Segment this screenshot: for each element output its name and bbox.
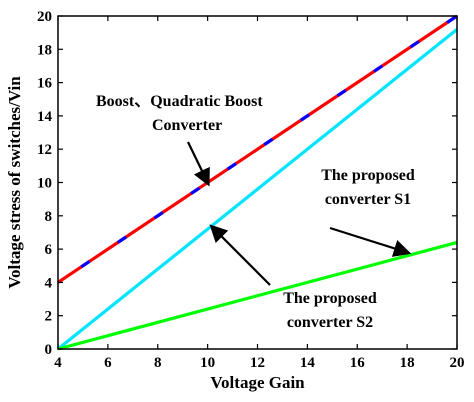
- annotation-3-line-2: converter S2: [287, 314, 373, 331]
- annotation-3-line-1: The proposed: [283, 290, 377, 307]
- annotation-1-line-1: Boost、Quadratic Boost: [96, 93, 263, 110]
- y-tick-label: 0: [45, 342, 53, 358]
- y-tick-label: 10: [37, 176, 52, 192]
- series-line-2: [56, 28, 459, 351]
- y-tick-label: 18: [37, 42, 52, 58]
- annotations-layer: Boost、Quadratic Boost Converter The propos…: [96, 93, 415, 331]
- y-tick-label: 6: [45, 242, 53, 258]
- series-line-3: [57, 240, 458, 351]
- y-tick-label: 16: [37, 76, 53, 92]
- y-tick-label: 4: [45, 275, 53, 291]
- x-tick-label: 12: [250, 355, 265, 371]
- x-tick-label: 20: [450, 355, 465, 371]
- x-tick-label: 8: [154, 355, 162, 371]
- y-tick-label: 12: [37, 142, 52, 158]
- annotation-2-line-2: converter S1: [325, 191, 411, 208]
- annotation-1-arrow: [187, 141, 210, 187]
- y-tick-label: 2: [45, 309, 53, 325]
- y-tick-label: 20: [37, 9, 52, 25]
- y-axis-label: Voltage stress of switches/Vin: [5, 76, 24, 289]
- x-tick-label: 14: [300, 355, 316, 371]
- x-axis-label: Voltage Gain: [210, 373, 305, 392]
- x-tick-label: 4: [54, 355, 62, 371]
- series-line-1: [57, 14, 458, 284]
- annotation-2-line-1: The proposed: [321, 167, 415, 184]
- series-layer: [56, 14, 459, 351]
- ticks-layer: 4 6 8 10 12 14 16 18 20 0 2 4 6 8 10 12 14 16 18 20: [37, 9, 465, 371]
- annotation-2-arrow: [329, 226, 412, 257]
- x-tick-label: 6: [104, 355, 112, 371]
- series-line-1-overlay: [57, 14, 458, 284]
- annotation-3-arrow: [209, 224, 271, 286]
- x-tick-label: 18: [400, 355, 415, 371]
- x-tick-label: 10: [200, 355, 215, 371]
- x-tick-label: 16: [350, 355, 366, 371]
- y-tick-label: 14: [37, 109, 53, 125]
- y-tick-label: 8: [45, 209, 53, 225]
- annotation-1-line-2: Converter: [152, 117, 222, 134]
